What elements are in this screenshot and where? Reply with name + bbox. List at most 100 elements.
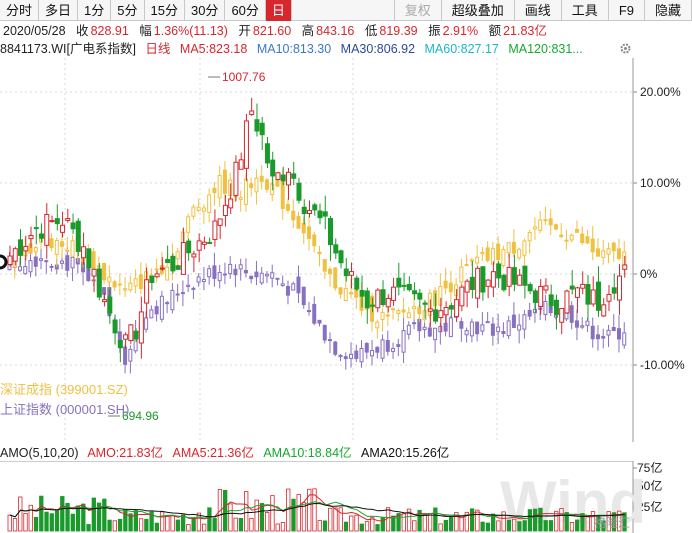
sh-index-candle [175,293,180,296]
main-candle [328,218,334,246]
sh-index-candle [396,344,401,347]
volume-bar [228,503,233,532]
main-candle [280,174,286,182]
volume-bar [44,511,49,532]
ma30-value: MA30:806.92 [340,42,416,56]
sh-index-candle [349,353,354,359]
sh-index-candle [443,322,448,332]
sh-index-candle [464,330,469,336]
sz-index-candle [511,241,516,254]
main-candle [364,290,370,309]
sh-index-candle [243,269,248,274]
volume-bar [322,520,328,532]
tab-0[interactable]: 分时 [0,0,40,21]
main-candle [180,242,186,275]
sh-index-candle [422,326,427,330]
volume-bar [385,507,391,532]
sh-index-candle [496,326,501,333]
toolbar-button-5[interactable]: 隐藏 [645,0,692,21]
main-candle [322,211,328,217]
main-candle [349,271,355,276]
main-candle [385,297,391,308]
sz-index-candle [306,226,311,240]
volume-bar [154,522,160,532]
toolbar-button-2[interactable]: 画线 [515,0,562,21]
main-candle [469,276,475,290]
volume-bar [585,515,590,532]
tab-3[interactable]: 5分 [111,0,145,21]
volume-bar [170,515,175,532]
tab-5[interactable]: 30分 [185,0,226,21]
sh-index-candle [165,302,170,305]
toolbar-button-3[interactable]: 工具 [562,0,609,21]
tab-2[interactable]: 1分 [78,0,112,21]
volume-bar [412,520,417,532]
sz-index-candle [506,242,511,254]
amount-value: 21.83亿 [503,24,547,38]
sz-index-candle [375,321,380,329]
main-candle [49,220,55,223]
volume-bar [144,518,149,532]
main-candle [606,294,612,302]
sh-index-candle [217,271,222,282]
sh-index-candle [186,284,191,287]
sh-index-candle [391,348,396,352]
main-candle [186,240,192,254]
volume-tick-label: 25亿 [637,499,662,514]
volume-bar [522,520,527,532]
ma5-value: MA5:823.18 [179,42,248,56]
tab-6[interactable]: 60分 [225,0,266,21]
legend-sz-index: 深证成指 (399001.SZ) [0,382,128,397]
volume-bar [406,508,412,532]
tab-1[interactable]: 多日 [39,0,79,21]
sz-index-candle [385,314,390,317]
sz-index-candle [60,241,65,247]
sh-index-candle [144,317,149,330]
volume-bar [364,521,370,532]
index-name: [广电系指数] [66,42,136,56]
sz-index-candle [296,215,301,229]
sz-index-candle [527,232,532,242]
toolbar-button-4[interactable]: F9 [609,0,645,21]
sh-index-candle [543,300,548,316]
toolbar-button-0[interactable]: 复权 [395,0,442,21]
sh-index-candle [28,260,33,273]
gear-icon[interactable] [619,42,632,55]
main-candle [65,218,71,221]
tab-7[interactable]: 日 [265,0,292,21]
sh-index-candle [222,273,227,276]
main-candle [291,173,297,179]
sz-index-candle [464,263,469,266]
sz-index-candle [401,309,406,313]
main-candle [254,119,260,132]
tab-4[interactable]: 15分 [145,0,185,21]
sz-index-candle [322,259,327,272]
y-tick-label: 20.00% [640,85,681,99]
volume-bar [191,517,196,532]
sh-index-candle [459,321,464,329]
main-candle [538,285,544,308]
volume-bar [107,519,112,532]
sz-index-candle [217,174,222,199]
main-candle [23,245,29,252]
sh-index-candle [364,343,369,353]
volume-bar [349,515,354,532]
sz-index-candle [54,239,59,255]
toolbar-button-1[interactable]: 超级叠加 [442,0,515,21]
sz-index-candle [33,247,38,253]
main-candle [243,120,249,169]
sh-index-candle [480,324,485,332]
main-candle [222,204,228,216]
volume-bar [391,515,396,532]
sz-index-candle [475,256,480,264]
main-candle [522,265,528,286]
volume-bar [575,519,580,532]
sz-index-candle [102,262,107,281]
sz-index-candle [243,178,248,205]
volume-bar [202,523,207,532]
sh-index-candle [585,320,590,326]
volume-bar [123,509,128,532]
volume-bar [417,509,422,532]
volume-bar [270,495,275,532]
